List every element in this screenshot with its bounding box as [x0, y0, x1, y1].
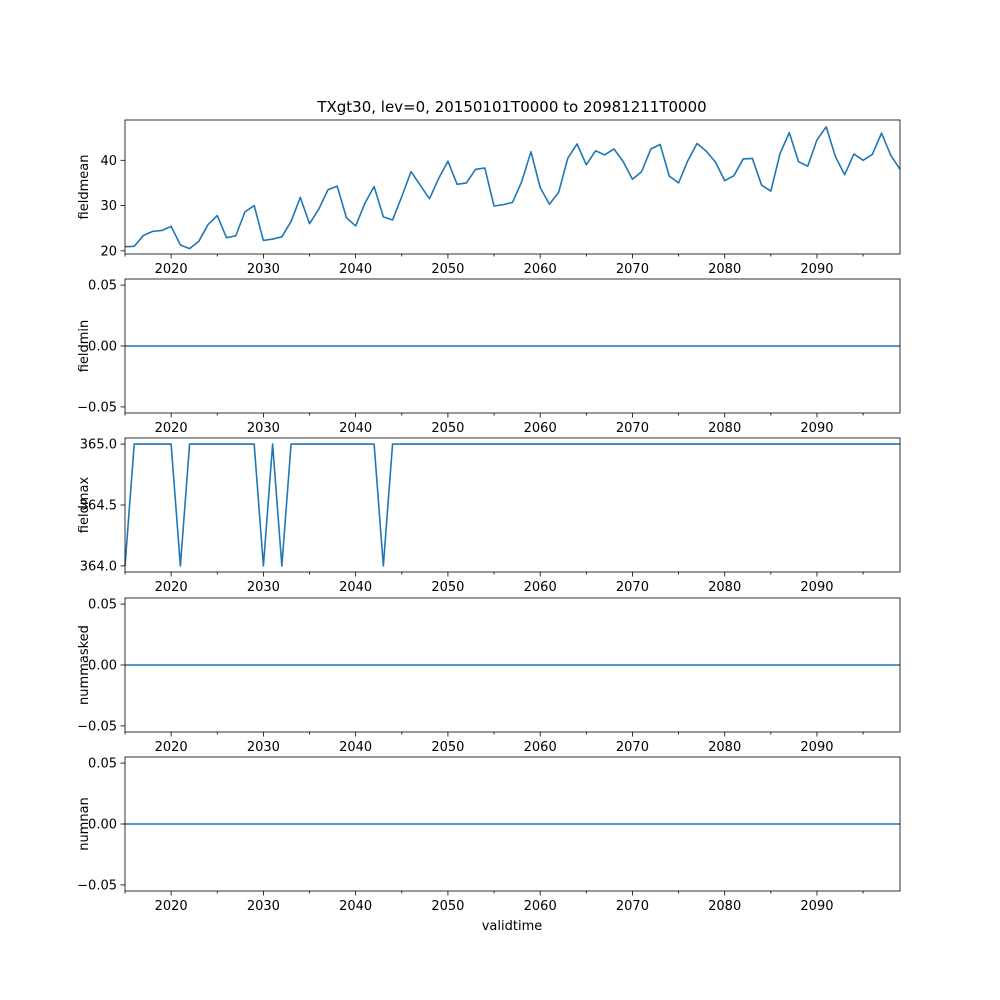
series-line-fieldmean — [124, 125, 901, 250]
y-tick-label: −0.05 — [77, 400, 117, 415]
x-tick-label: 2090 — [800, 740, 833, 755]
y-axis-label-fieldmax: fieldmax — [77, 477, 92, 534]
y-tick-label: 0.00 — [88, 340, 117, 355]
y-axis-label-numnan: numnan — [77, 797, 92, 851]
series-line-fieldmax — [124, 443, 900, 567]
figure-title: TXgt30, lev=0, 20150101T0000 to 20981211… — [316, 98, 706, 116]
panel-fieldmin: 2020 2030 2040 2050 2060 2070 2080 2090 −0.05 0.0… — [77, 278, 901, 436]
y-tick-label: 0.05 — [88, 757, 117, 772]
x-tick-label: 2080 — [708, 262, 741, 277]
y-tick-label: 0.05 — [88, 598, 117, 613]
x-tick-label: 2070 — [616, 262, 649, 277]
x-tick-label: 2060 — [524, 262, 557, 277]
x-tick-label: 2040 — [339, 421, 372, 436]
x-tick-label: 2060 — [524, 899, 557, 914]
x-tick-label: 2090 — [800, 899, 833, 914]
x-tick-label: 2030 — [247, 899, 280, 914]
x-tick-label: 2040 — [339, 580, 372, 595]
x-tick-label: 2030 — [247, 740, 280, 755]
x-tick-label: 2080 — [708, 421, 741, 436]
x-tick-label: 2030 — [247, 580, 280, 595]
x-tick-label: 2090 — [800, 421, 833, 436]
y-tick-label: 364.5 — [80, 499, 117, 514]
x-tick-label: 2030 — [247, 421, 280, 436]
axes-frame — [124, 597, 901, 733]
x-tick-label: 2020 — [155, 740, 188, 755]
x-tick-label: 2040 — [339, 262, 372, 277]
y-tick-label: 0.00 — [88, 818, 117, 833]
axes-frame — [124, 278, 901, 414]
x-tick-label: 2050 — [431, 421, 464, 436]
x-tick-label: 2080 — [708, 740, 741, 755]
x-tick-label: 2030 — [247, 262, 280, 277]
x-tick-label: 2020 — [155, 421, 188, 436]
x-tick-label: 2070 — [616, 899, 649, 914]
y-tick-label: −0.05 — [77, 719, 117, 734]
x-tick-label: 2020 — [155, 262, 188, 277]
x-tick-label: 2040 — [339, 899, 372, 914]
panel-numnan: 2020 2030 2040 2050 2060 2070 2080 2090 −0.05 0.0… — [77, 756, 901, 914]
x-tick-label: 2080 — [708, 899, 741, 914]
y-tick-label: −0.05 — [77, 878, 117, 893]
y-tick-label: 365.0 — [80, 438, 117, 453]
panel-fieldmax: 2020 2030 2040 2050 2060 2070 2080 2090 364.0 364… — [77, 437, 901, 595]
x-tick-label: 2070 — [616, 421, 649, 436]
y-axis-label-fieldmin: fieldmin — [77, 320, 92, 373]
x-tick-label: 2040 — [339, 740, 372, 755]
y-tick-label: 364.0 — [80, 559, 117, 574]
y-axis-label-fieldmean: fieldmean — [77, 155, 92, 220]
x-tick-label: 2080 — [708, 580, 741, 595]
x-axis-label: validtime — [482, 919, 543, 934]
y-axis-label-nummasked: nummasked — [77, 625, 92, 705]
x-tick-label: 2020 — [155, 580, 188, 595]
axes-frame — [124, 756, 901, 892]
x-tick-label: 2050 — [431, 580, 464, 595]
x-tick-label: 2060 — [524, 740, 557, 755]
x-tick-label: 2070 — [616, 740, 649, 755]
axes-frame — [124, 437, 901, 573]
x-tick-label: 2020 — [155, 899, 188, 914]
x-tick-label: 2090 — [800, 262, 833, 277]
x-tick-label: 2060 — [524, 421, 557, 436]
y-tick-label: 20 — [100, 244, 117, 259]
y-tick-label: 40 — [100, 154, 117, 169]
axes-frame — [124, 119, 901, 255]
x-tick-label: 2090 — [800, 580, 833, 595]
x-tick-label: 2050 — [431, 740, 464, 755]
panel-nummasked: 2020 2030 2040 2050 2060 2070 2080 2090 −0.05 0.0… — [77, 597, 901, 755]
x-tick-label: 2060 — [524, 580, 557, 595]
panel-fieldmean: 2020 2030 2040 2050 2060 2070 2080 2090203040fi… — [77, 119, 901, 277]
y-tick-label: 0.00 — [88, 659, 117, 674]
y-tick-label: 30 — [100, 199, 117, 214]
panels: 2020 2030 2040 2050 2060 2070 2080 2090203040fi… — [77, 119, 901, 914]
x-tick-label: 2050 — [431, 262, 464, 277]
x-tick-label: 2050 — [431, 899, 464, 914]
x-tick-label: 2070 — [616, 580, 649, 595]
y-tick-label: 0.05 — [88, 279, 117, 294]
